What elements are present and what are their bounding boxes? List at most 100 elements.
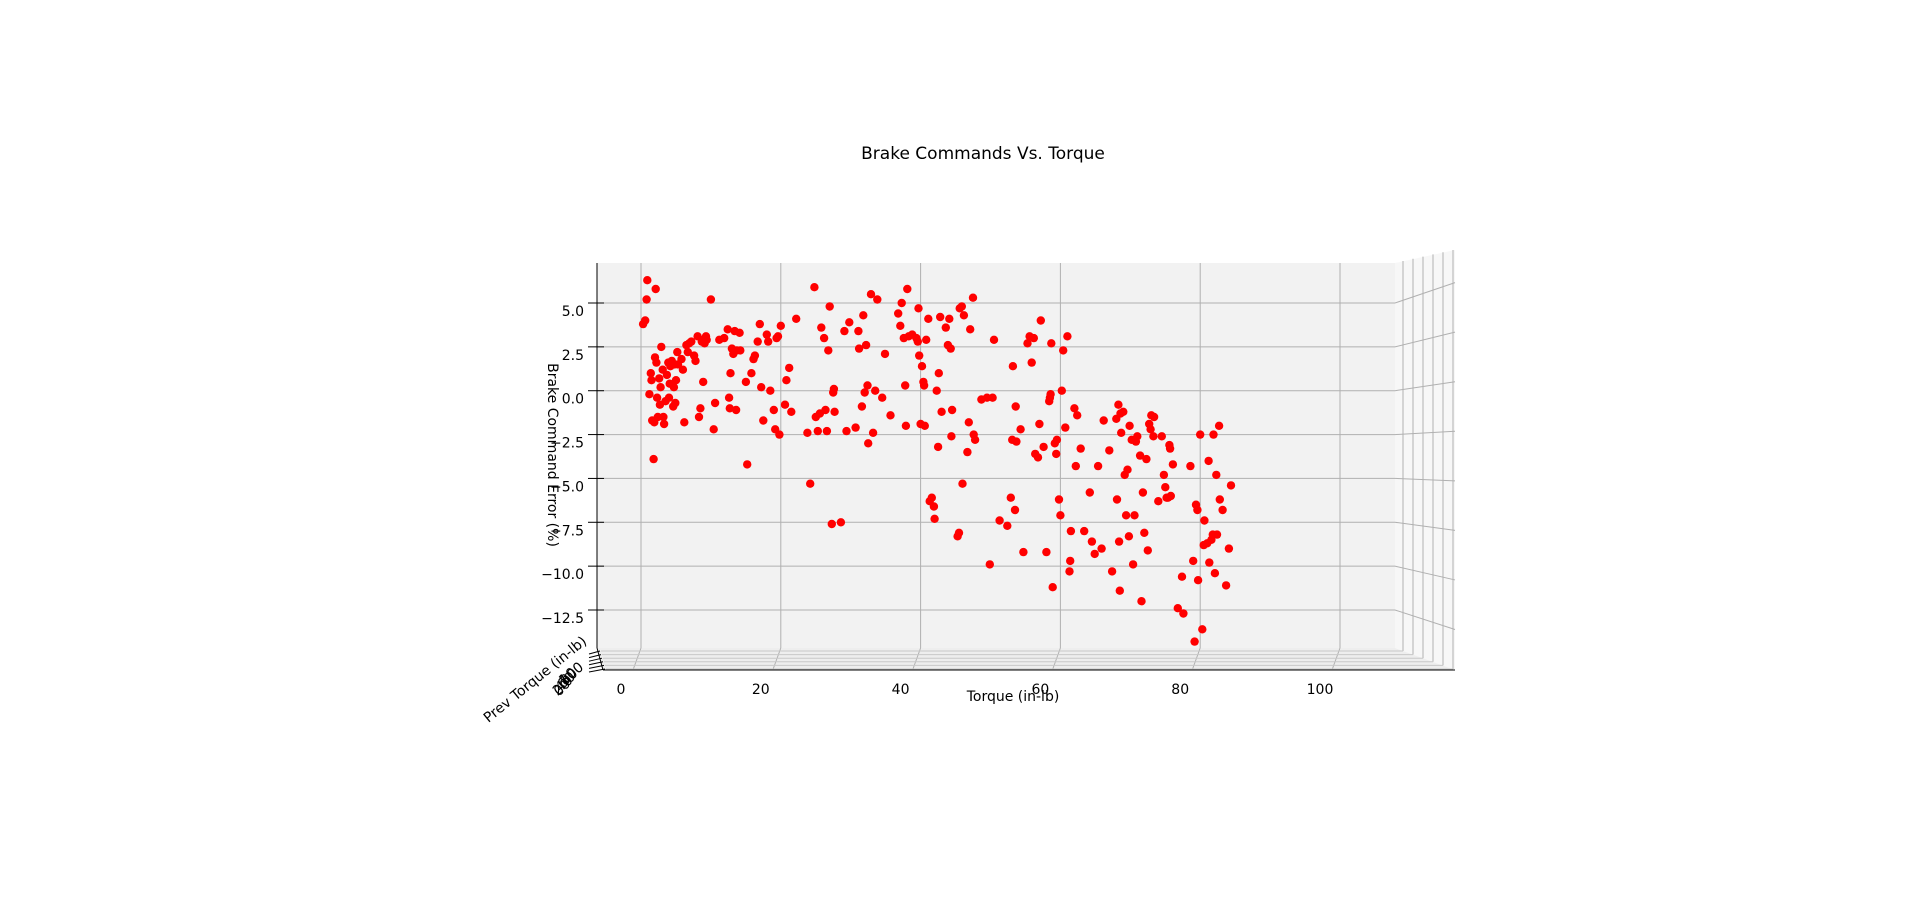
data-point [1047, 339, 1056, 348]
data-point [959, 311, 969, 320]
data-point [724, 393, 734, 402]
data-point [669, 383, 679, 392]
y-tick-label: −12.5 [541, 611, 584, 627]
data-point [819, 333, 829, 343]
data-point [866, 290, 876, 299]
data-point [743, 460, 752, 469]
axes [588, 263, 1455, 673]
data-point [915, 351, 924, 360]
data-point [829, 384, 839, 394]
data-point [880, 349, 890, 359]
data-point [851, 423, 860, 432]
y-side-gridline [1394, 331, 1456, 348]
data-point [1105, 446, 1114, 455]
data-point [914, 304, 923, 313]
y-tick-label: −5.0 [550, 479, 584, 495]
data-point [917, 362, 927, 371]
data-point [1212, 530, 1222, 539]
data-point [1196, 430, 1205, 439]
data-point [1140, 528, 1149, 537]
data-point [988, 393, 997, 402]
data-point [731, 405, 741, 415]
x-tick-label: 0 [617, 682, 626, 698]
data-point [673, 347, 682, 357]
data-points [638, 276, 1236, 646]
data-point [710, 398, 720, 408]
data-point [1149, 432, 1158, 441]
data-point [1010, 505, 1020, 515]
y-side-gridline [1394, 381, 1456, 392]
data-point [1210, 569, 1220, 578]
data-point [1117, 428, 1126, 437]
data-point [933, 442, 943, 452]
x-tick-label: 40 [892, 682, 910, 698]
data-point [1056, 511, 1065, 520]
data-point [1215, 495, 1225, 504]
data-point [901, 421, 911, 430]
data-point [1080, 526, 1089, 536]
data-point [641, 316, 650, 325]
data-point [941, 323, 950, 332]
data-point [1065, 567, 1074, 576]
data-point [759, 416, 768, 425]
x-axis-label: Torque (in-lb) [966, 689, 1060, 705]
data-point [825, 302, 834, 311]
data-point [1073, 411, 1082, 420]
y-tick-label: 0.0 [562, 392, 584, 408]
data-point [1157, 432, 1167, 441]
data-point [842, 426, 851, 436]
side-pane [1395, 250, 1455, 670]
data-point [649, 454, 658, 464]
data-point [1190, 637, 1199, 646]
data-point [803, 428, 812, 437]
data-point [1209, 430, 1218, 439]
data-point [642, 295, 651, 304]
data-point [1143, 546, 1153, 555]
data-point [1011, 402, 1020, 411]
data-point [773, 332, 783, 341]
data-point [775, 430, 784, 439]
data-point [871, 386, 880, 395]
data-point [896, 321, 905, 330]
x-floor-gridline [772, 647, 782, 671]
data-point [924, 314, 933, 323]
data-point [1048, 583, 1057, 592]
data-point [932, 386, 941, 395]
data-point [1125, 421, 1134, 430]
data-point [864, 439, 873, 448]
data-point [1008, 362, 1018, 371]
data-point [1193, 505, 1202, 515]
data-point [1189, 556, 1198, 566]
x-tick-label: 100 [1307, 682, 1334, 698]
data-point [1218, 505, 1227, 515]
data-point [964, 418, 973, 427]
y-side-gridline [1394, 565, 1456, 581]
data-point [1003, 521, 1012, 530]
data-point [645, 390, 654, 399]
y-side-gridline [1394, 430, 1456, 436]
data-point [1186, 461, 1195, 471]
data-point [930, 514, 939, 523]
x-tick-label: 80 [1171, 682, 1189, 698]
data-point [1204, 456, 1213, 466]
data-point [945, 314, 954, 323]
data-point [647, 376, 656, 385]
data-point [664, 393, 674, 402]
y-tick-label: 2.5 [562, 348, 584, 364]
data-point [1112, 495, 1122, 504]
data-point [762, 330, 771, 339]
data-point [1070, 404, 1079, 413]
x-floor-gridline [1051, 647, 1061, 671]
data-point [652, 358, 661, 367]
data-point [1124, 532, 1134, 541]
data-point [810, 283, 819, 292]
data-point [968, 293, 978, 302]
data-point [947, 405, 957, 415]
data-point [920, 421, 929, 430]
data-point [671, 376, 681, 385]
x-floor-gridline [1331, 647, 1341, 671]
data-point [947, 432, 956, 441]
data-point [1146, 425, 1155, 434]
data-point [1179, 609, 1188, 618]
